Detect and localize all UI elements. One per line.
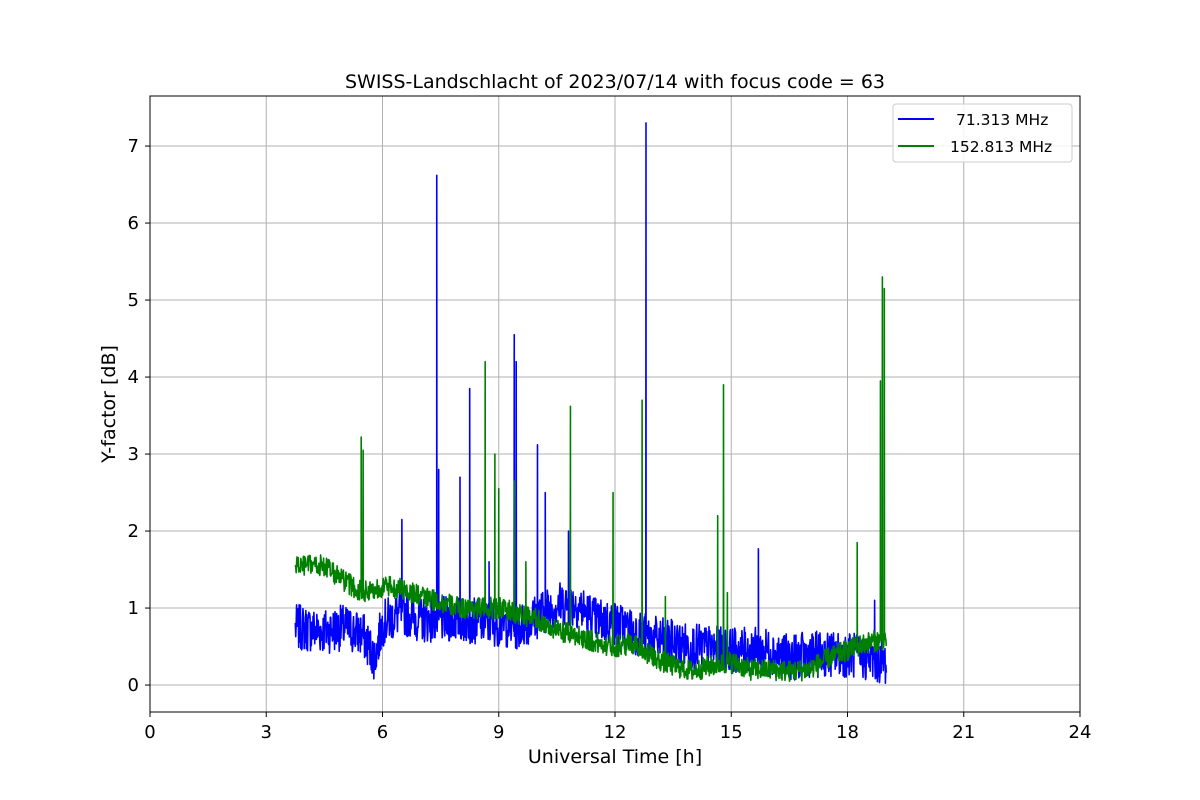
x-tick-label: 12 <box>604 722 627 743</box>
legend-box <box>892 103 1073 163</box>
legend-label-series-2: 152.813 MHz <box>950 138 1052 156</box>
legend-label-series-1: 71.313 MHz <box>956 111 1048 129</box>
series-line-2 <box>294 276 888 683</box>
y-axis: 0 1 2 3 4 5 6 7 <box>128 136 150 696</box>
x-axis-title: Universal Time [h] <box>528 746 702 768</box>
y-tick-label: 1 <box>128 598 139 619</box>
y-tick-label: 4 <box>128 367 139 388</box>
chart-title: SWISS-Landschlacht of 2023/07/14 with fo… <box>345 71 885 93</box>
y-tick-label: 0 <box>128 675 139 696</box>
series-layer <box>294 122 888 685</box>
x-tick-label: 18 <box>836 722 859 743</box>
x-tick-label: 24 <box>1069 722 1092 743</box>
grid <box>149 96 1081 712</box>
x-tick-label: 9 <box>493 722 504 743</box>
legend: 71.313 MHz 152.813 MHz <box>892 103 1073 163</box>
y-tick-label: 5 <box>128 290 139 311</box>
y-tick-label: 6 <box>128 213 139 234</box>
y-tick-label: 2 <box>128 521 139 542</box>
y-tick-label: 7 <box>128 136 139 157</box>
series-line-1 <box>294 122 888 685</box>
x-axis: 0 3 6 9 12 15 18 21 24 <box>144 712 1091 743</box>
x-tick-label: 3 <box>261 722 272 743</box>
x-tick-label: 0 <box>144 722 155 743</box>
x-tick-label: 15 <box>720 722 743 743</box>
y-tick-label: 3 <box>128 444 139 465</box>
y-axis-title: Y-factor [dB] <box>98 345 120 464</box>
x-tick-label: 6 <box>377 722 388 743</box>
x-tick-label: 21 <box>952 722 975 743</box>
